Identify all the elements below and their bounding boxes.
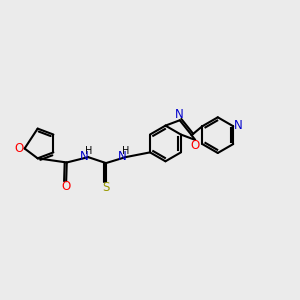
- Text: O: O: [190, 139, 200, 152]
- Text: S: S: [102, 181, 110, 194]
- Text: N: N: [175, 108, 184, 122]
- Text: N: N: [118, 150, 126, 163]
- Text: H: H: [122, 146, 130, 156]
- Text: O: O: [14, 142, 23, 155]
- Text: O: O: [61, 180, 71, 193]
- Text: N: N: [80, 150, 89, 163]
- Text: H: H: [85, 146, 92, 156]
- Text: N: N: [234, 119, 243, 132]
